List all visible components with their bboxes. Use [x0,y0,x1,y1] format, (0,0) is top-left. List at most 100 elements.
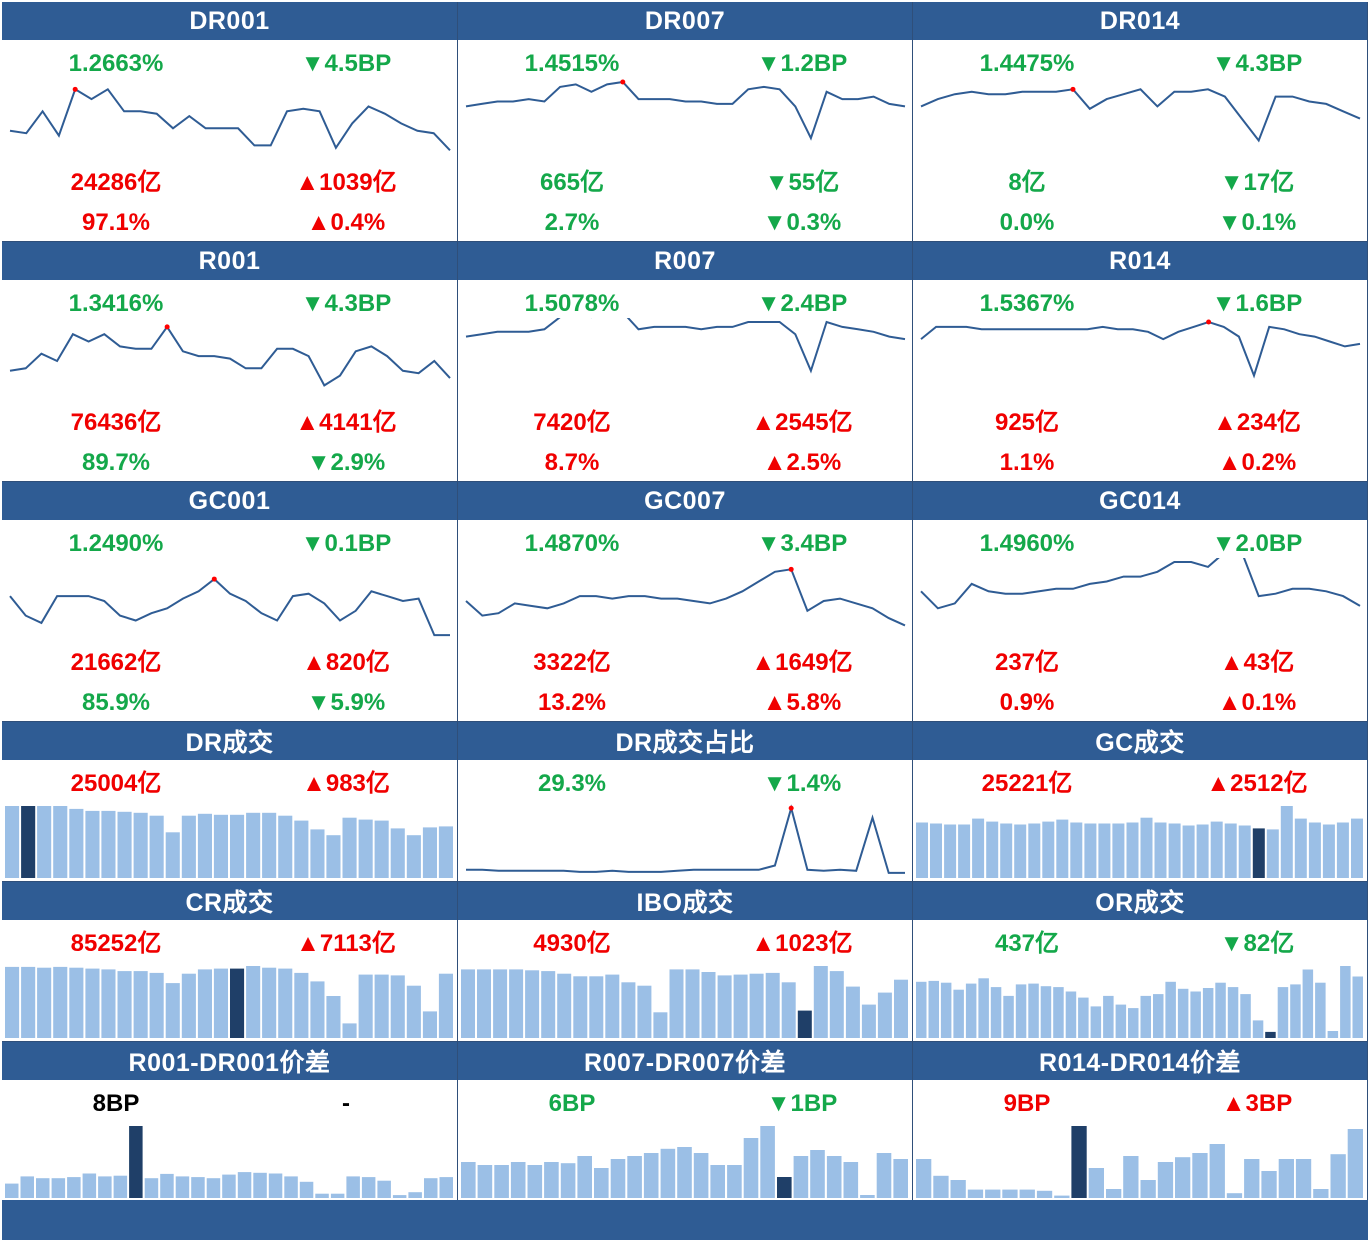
bar [1202,988,1214,1038]
bar [361,1177,376,1198]
bar [129,1126,143,1198]
bar [1280,806,1293,878]
bar [916,981,927,1038]
bar [1336,822,1349,878]
rate-line-chart [920,86,1361,143]
bar [493,969,508,1038]
volume-value: 21662亿 [70,649,162,676]
bar [82,1173,97,1198]
bar [37,967,52,1038]
panel-title: R001-DR001价差 [2,1042,457,1080]
bar [37,806,52,878]
bar [950,1180,966,1198]
bar [765,972,780,1038]
bar [610,1159,626,1198]
share-value: 89.7% [81,449,151,476]
panel-title: DR001 [2,2,457,40]
rate-change: ▼0.1BP [300,530,392,557]
bar [930,823,942,878]
bar [525,970,540,1038]
bar [1019,1189,1035,1198]
bar [944,824,957,878]
bar [637,985,652,1038]
bar [326,835,341,878]
bar [1042,821,1055,878]
rate-change: ▼4.5BP [300,50,392,77]
bar [1315,982,1326,1038]
bar [377,1180,391,1198]
series-line [465,318,906,374]
bar [144,1178,159,1198]
series-line [9,577,450,637]
bar [246,966,261,1038]
bar [1103,995,1114,1038]
bar [1040,986,1052,1038]
bar-panel-3: GC成交 25221亿 ▲2512亿 [913,722,1368,882]
bar [149,972,164,1038]
panel-value: 25221亿 [981,770,1073,797]
volume-change: ▲234亿 [1213,409,1301,436]
volume-bar-chart [5,966,453,1038]
rate-value: 1.5367% [979,290,1075,317]
bar [627,1156,642,1198]
bar [101,810,116,878]
bar [1056,819,1069,878]
bar [342,817,357,878]
rate-value: 1.5078% [524,290,620,317]
volume-change: ▲1039亿 [295,169,397,196]
panel-value: 4930亿 [533,930,611,957]
bar [1036,1190,1053,1198]
bar [1226,1193,1243,1198]
bar [1340,966,1351,1038]
bar [342,1023,357,1038]
share-value: 1.1% [999,449,1055,476]
bar [509,969,524,1038]
bar [20,1176,34,1198]
bar [213,814,228,878]
volume-value: 76436亿 [70,409,162,436]
bar [1277,987,1289,1038]
bar [21,806,36,878]
bar [1295,1159,1312,1198]
share-change: ▲2.5% [762,449,842,476]
bar [1347,1129,1363,1198]
share-line-chart [466,804,905,874]
bar [422,1011,437,1038]
bar [1084,823,1097,878]
bar [133,971,148,1038]
rate-line-chart [9,324,451,387]
volume-value: 7420亿 [533,409,611,436]
bar [972,818,985,878]
bar [230,968,245,1038]
bar [181,815,196,878]
share-value: 85.9% [81,689,151,716]
peak-point [72,86,78,92]
rate-line-chart [9,576,450,637]
bar [793,1156,809,1198]
bar [589,976,604,1038]
rate-panel-dr001: DR001 1.2663% ▼4.5BP 24286亿 ▲1039亿 97.1% ▲0.4% [2,2,458,242]
bar [1090,1006,1102,1038]
bar [1224,823,1237,878]
bar [573,976,588,1038]
bar [653,1012,668,1038]
panel-title: R014 [913,242,1367,280]
bar [346,1176,360,1198]
rate-value: 1.4475% [979,50,1075,77]
rate-panel-r007: R007 1.5078% ▼2.4BP 7420亿 ▲2545亿 8.7% ▲2.5% [458,242,913,482]
volume-change: ▲820亿 [302,649,390,676]
bar [175,1176,190,1198]
bar [438,973,453,1038]
panel-title: GC成交 [913,722,1367,760]
bar [965,983,977,1038]
bar [165,983,180,1038]
rate-panel-dr007: DR007 1.4515% ▼1.2BP 665亿 ▼55亿 2.7% ▼0.3% [458,2,913,242]
share-change: ▲5.8% [762,689,842,716]
share-change: ▲0.2% [1217,449,1297,476]
bar [826,1156,842,1198]
volume-value: 925亿 [994,409,1060,436]
bar [541,971,556,1038]
bar [160,1173,174,1198]
bar [1290,984,1301,1038]
bar-panel-9: R014-DR014价差 9BP ▲3BP [913,1042,1368,1202]
